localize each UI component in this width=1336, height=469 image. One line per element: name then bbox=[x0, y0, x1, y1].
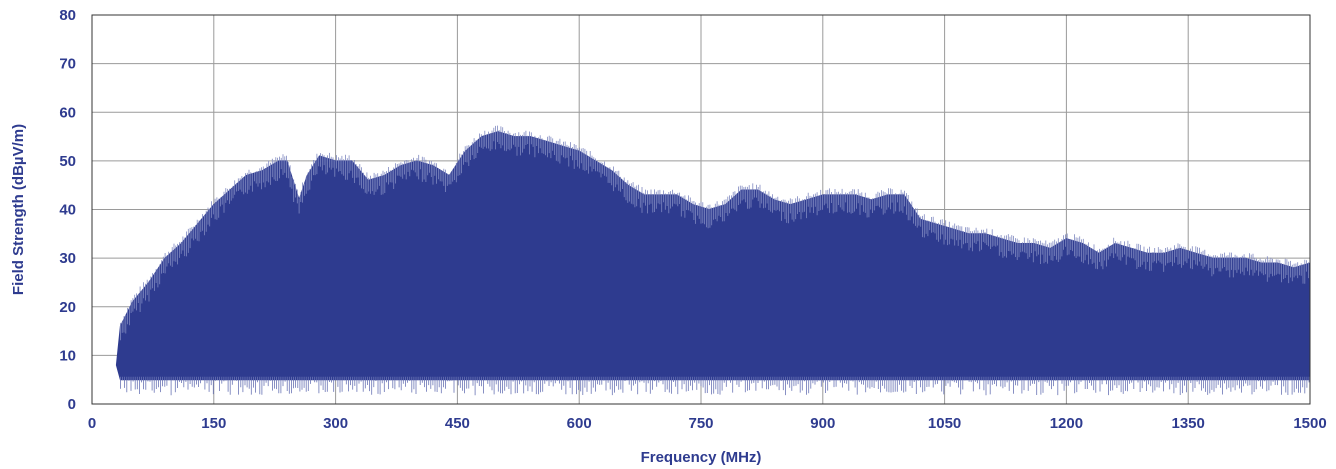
upper-noise-spikes bbox=[120, 125, 1309, 341]
y-tick-label: 10 bbox=[59, 347, 76, 364]
plot-area bbox=[115, 125, 1311, 396]
x-tick-label: 1350 bbox=[1172, 415, 1205, 432]
x-tick-label: 600 bbox=[567, 415, 592, 432]
x-tick-label: 300 bbox=[323, 415, 348, 432]
x-tick-label: 1200 bbox=[1050, 415, 1083, 432]
x-tick-label: 1050 bbox=[928, 415, 961, 432]
y-tick-label: 60 bbox=[59, 104, 76, 121]
y-axis-ticks: 0 10 20 30 40 50 60 70 80 bbox=[59, 7, 76, 413]
y-axis-label: Field Strength (dBµV/m) bbox=[10, 124, 27, 295]
lower-noise-spikes bbox=[120, 376, 1310, 396]
x-tick-label: 150 bbox=[201, 415, 226, 432]
x-axis-ticks: 0 150 300 450 600 750 900 1050 1200 1350 1500 bbox=[88, 415, 1327, 432]
y-tick-label: 0 bbox=[68, 396, 76, 413]
x-tick-label: 1500 bbox=[1293, 415, 1326, 432]
y-tick-label: 40 bbox=[59, 202, 76, 219]
y-tick-label: 20 bbox=[59, 299, 76, 316]
y-tick-label: 50 bbox=[59, 153, 76, 170]
y-tick-label: 30 bbox=[59, 250, 76, 267]
plot-frame bbox=[91, 14, 1311, 405]
x-axis-label: Frequency (MHz) bbox=[641, 449, 762, 466]
y-tick-label: 80 bbox=[59, 7, 76, 24]
y-tick-label: 70 bbox=[59, 56, 76, 73]
x-tick-label: 750 bbox=[688, 415, 713, 432]
field-strength-area bbox=[115, 131, 1311, 381]
x-tick-label: 450 bbox=[445, 415, 470, 432]
x-tick-label: 0 bbox=[88, 415, 96, 432]
x-tick-label: 900 bbox=[810, 415, 835, 432]
